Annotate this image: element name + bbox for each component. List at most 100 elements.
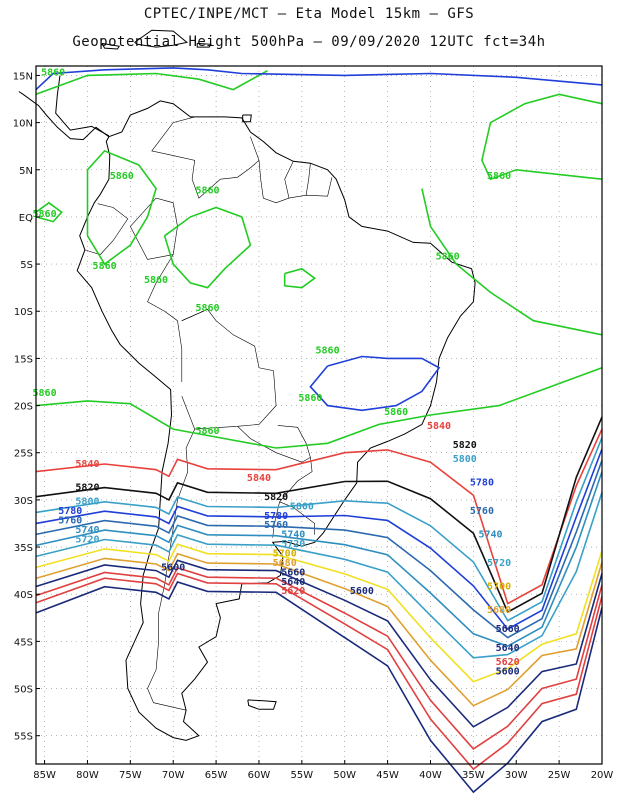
- contour-5860: [163, 206, 252, 289]
- contour-5660: [35, 559, 603, 728]
- contour-label: 5820: [453, 440, 477, 451]
- coastlines: [18, 29, 476, 741]
- y-tick-label: 15N: [13, 71, 33, 82]
- height-contours: [35, 67, 603, 794]
- contour-label: 5620: [281, 586, 305, 597]
- map-title-line1: CPTEC/INPE/MCT – Eta Model 15km – GFS: [143, 6, 475, 22]
- coastline: [134, 29, 189, 48]
- contour-5600: [35, 581, 603, 794]
- y-tick-label: EQ: [19, 213, 33, 224]
- y-tick-label: 10S: [14, 307, 33, 318]
- y-tick-label: 45S: [14, 637, 33, 648]
- contour-label: 5660: [281, 567, 305, 578]
- contour-5720: [35, 492, 603, 659]
- contour-5740: [35, 471, 603, 647]
- y-tick-label: 50S: [14, 685, 33, 696]
- contour-label: 5600: [350, 586, 374, 597]
- contour-label: 5780: [264, 511, 288, 522]
- contour-label: 5800: [75, 497, 99, 508]
- contour-label: 5700: [273, 548, 297, 559]
- contour-label: 5620: [496, 657, 520, 668]
- map-axes: 85W 80W 75W 70W 65W 60W 55W 50W 45W 40W 35W 30W 25W 2…: [13, 71, 614, 781]
- coastline: [247, 699, 277, 710]
- contour-label: 5860: [195, 303, 219, 314]
- contour-label: 5860: [487, 171, 511, 182]
- contour-label: 5600: [496, 666, 520, 677]
- contour-label: 5860: [93, 261, 117, 272]
- contour-label: 5800: [290, 501, 314, 512]
- contour-label: 5860: [110, 171, 134, 182]
- contour-label: 5860: [316, 346, 340, 357]
- y-tick-label: 55S: [14, 732, 33, 743]
- coastline: [242, 114, 252, 123]
- contour-label: 5720: [487, 558, 511, 569]
- x-tick-label: 75W: [119, 770, 142, 781]
- map-frame: [35, 65, 603, 765]
- contour-label: 5760: [58, 515, 82, 526]
- contour-label: 5640: [281, 577, 305, 588]
- contour-label: 5860: [384, 407, 408, 418]
- y-tick-label: 30S: [14, 496, 33, 507]
- contour-5680: [35, 552, 603, 707]
- contour-5620: [35, 572, 603, 771]
- contour-label: 5760: [470, 506, 494, 517]
- contour-label: 5860: [298, 393, 322, 404]
- country-border: [97, 203, 128, 220]
- country-border: [181, 309, 208, 321]
- contour-5860: [35, 201, 63, 223]
- contour-5860: [35, 69, 268, 96]
- x-tick-label: 50W: [333, 770, 356, 781]
- contour-label: 5860: [33, 388, 57, 399]
- contour-5860: [283, 267, 317, 289]
- x-tick-label: 25W: [548, 770, 571, 781]
- contour-5860: [35, 367, 603, 449]
- x-tick-label: 20W: [591, 770, 614, 781]
- x-tick-label: 35W: [462, 770, 485, 781]
- contour-label: 5600: [161, 563, 185, 574]
- country-border: [305, 163, 311, 196]
- country-border: [84, 218, 129, 255]
- coastline: [18, 91, 110, 141]
- y-tick-label: 10N: [13, 119, 33, 130]
- contour-label: 5780: [470, 478, 494, 489]
- y-tick-label: 20S: [14, 402, 33, 413]
- x-tick-label: 40W: [419, 770, 442, 781]
- contour-label: 5640: [496, 643, 520, 654]
- x-tick-label: 60W: [248, 770, 271, 781]
- coastline: [101, 42, 121, 50]
- x-tick-label: 65W: [205, 770, 228, 781]
- contour-label: 5740: [478, 530, 502, 541]
- contour-5640: [35, 566, 603, 750]
- contour-label: 5860: [41, 67, 65, 78]
- y-tick-label: 15S: [14, 354, 33, 365]
- contour-5800: [35, 437, 603, 622]
- contour-5860: [309, 355, 441, 412]
- coastline: [55, 75, 110, 137]
- y-tick-label: 25S: [14, 449, 33, 460]
- contour-5860: [86, 149, 157, 266]
- contour-5780: [35, 448, 603, 631]
- x-tick-label: 80W: [76, 770, 99, 781]
- contour-label: 5760: [264, 520, 288, 531]
- x-tick-label: 45W: [376, 770, 399, 781]
- country-border: [130, 197, 178, 260]
- contour-5820: [35, 416, 603, 614]
- contour-label: 5840: [75, 459, 99, 470]
- country-border: [147, 254, 183, 382]
- y-tick-label: 35S: [14, 543, 33, 554]
- x-tick-label: 85W: [33, 770, 56, 781]
- contour-label: 5860: [144, 275, 168, 286]
- x-tick-label: 70W: [162, 770, 185, 781]
- contour-label: 5860: [195, 426, 219, 437]
- contour-5840: [35, 428, 603, 605]
- contour-label: 5680: [487, 605, 511, 616]
- contour-label: 5720: [75, 534, 99, 545]
- y-tick-label: 5N: [19, 166, 33, 177]
- contour-label: 5860: [436, 251, 460, 262]
- contour-5760: [35, 460, 603, 639]
- contour-5700: [35, 543, 603, 683]
- contour-label: 5720: [281, 539, 305, 550]
- contour-5860: [35, 67, 208, 91]
- y-tick-label: 40S: [14, 590, 33, 601]
